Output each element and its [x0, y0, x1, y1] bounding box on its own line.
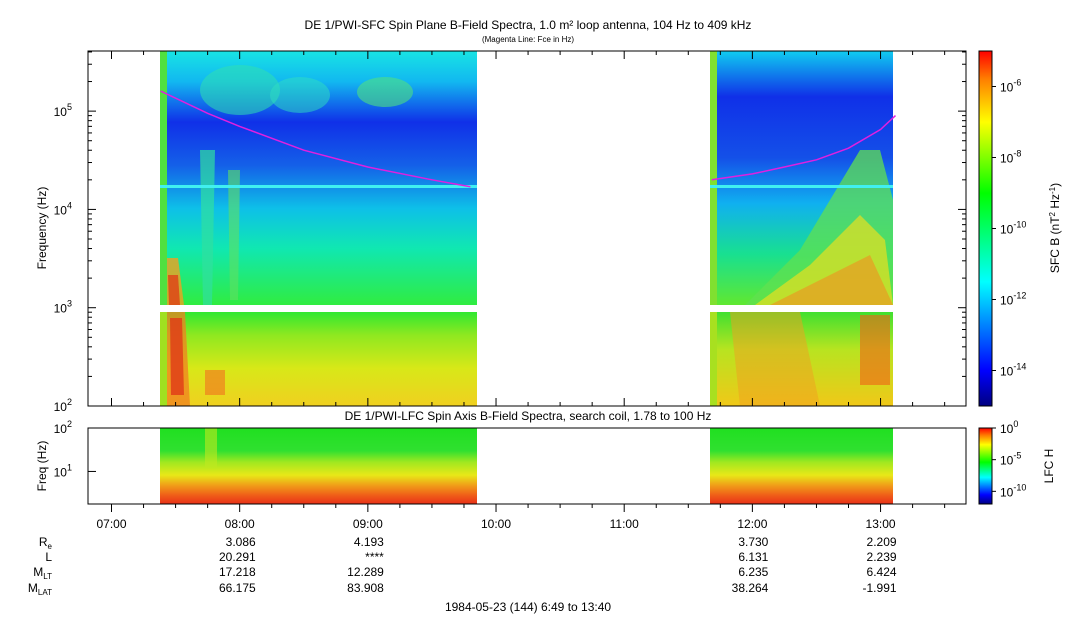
time-tick-label: 12:00 [737, 517, 767, 531]
colorbar-tick-label: 10-5 [1000, 451, 1021, 468]
ephemeris-value: 2.209 [867, 535, 897, 549]
time-tick-label: 08:00 [225, 517, 255, 531]
lfc-plot-area: 102 101 [54, 419, 967, 505]
ephemeris-value: 6.424 [867, 565, 897, 579]
ephemeris-value: 2.239 [867, 550, 897, 564]
fce-line-segment [711, 115, 897, 181]
sfc-title: DE 1/PWI-SFC Spin Plane B-Field Spectra,… [305, 18, 752, 32]
colorbar-tick-label: 10-8 [1000, 149, 1021, 166]
colorbar-tick-label: 100 [1000, 419, 1018, 436]
lfc-ylabel: Freq (Hz) [35, 441, 49, 492]
time-axis: 07:00 08:00 09:00 10:00 11:00 12:00 13:00 [88, 51, 966, 531]
sfc-plot-area: 102 103 104 105 [54, 50, 967, 414]
lfc-colorbar-label: LFC H [1042, 449, 1056, 484]
time-tick-label: 11:00 [610, 517, 639, 531]
colorbar-tick-label: 10-14 [1000, 362, 1026, 379]
sfc-ylabel: Frequency (Hz) [35, 187, 49, 270]
sfc-y-tick-label: 104 [54, 200, 72, 217]
time-tick-label: 09:00 [353, 517, 383, 531]
lfc-title: DE 1/PWI-LFC Spin Axis B-Field Spectra, … [345, 409, 712, 423]
ephemeris-value: -1.991 [863, 581, 897, 595]
sfc-y-tick-label: 105 [54, 102, 72, 119]
sfc-colorbar: 10-6 10-8 10-10 10-12 10-14 SFC B (nT2 Hz-1) [978, 50, 1062, 407]
ephemeris-value: 4.193 [354, 535, 384, 549]
sfc-y-axis: 102 103 104 105 [54, 51, 966, 414]
colorbar-tick-label: 10-10 [1000, 482, 1026, 499]
sfc-subtitle: (Magenta Line: Fce in Hz) [482, 35, 574, 44]
sfc-y-tick-label: 103 [54, 299, 72, 316]
ephemeris-value: 20.291 [219, 550, 256, 564]
time-tick-label: 13:00 [866, 517, 896, 531]
time-tick-label: 07:00 [96, 517, 126, 531]
lfc-spectra-image [160, 428, 893, 504]
ephemeris-row-label: MLAT [28, 581, 52, 597]
ephemeris-value: 17.218 [219, 565, 256, 579]
colorbar-tick-label: 10-6 [1000, 78, 1021, 95]
fce-line-segment [160, 90, 471, 188]
colorbar-tick-label: 10-12 [1000, 291, 1026, 308]
footer-date-range: 1984-05-23 (144) 6:49 to 13:40 [445, 600, 611, 614]
sfc-y-tick-label: 102 [54, 397, 72, 414]
lfc-colorbar: 100 10-5 10-10 LFC H [978, 419, 1056, 505]
ephemeris-row-label: L [45, 550, 52, 564]
ephemeris-value: 6.235 [738, 565, 768, 579]
ephemeris-value: 6.131 [738, 550, 768, 564]
ephemeris-value: **** [365, 550, 384, 564]
lfc-y-tick-label: 101 [54, 462, 72, 479]
ephemeris-value: 3.730 [738, 535, 768, 549]
ephemeris-row-label: MLT [33, 565, 52, 581]
ephemeris-value: 38.264 [732, 581, 769, 595]
ephemeris-value: 83.908 [347, 581, 384, 595]
sfc-colorbar-label: SFC B (nT2 Hz-1) [1048, 183, 1062, 273]
fce-magenta-line [160, 90, 897, 188]
lfc-y-axis: 102 101 [54, 419, 96, 479]
ephemeris-value: 66.175 [219, 581, 256, 595]
colorbar-tick-label: 10-10 [1000, 220, 1026, 237]
lfc-y-tick-label: 102 [54, 419, 72, 436]
ephemeris-value: 12.289 [347, 565, 384, 579]
time-tick-label: 10:00 [481, 517, 511, 531]
ephemeris-row-label: Re [39, 535, 53, 551]
ephemeris-value: 3.086 [226, 535, 256, 549]
